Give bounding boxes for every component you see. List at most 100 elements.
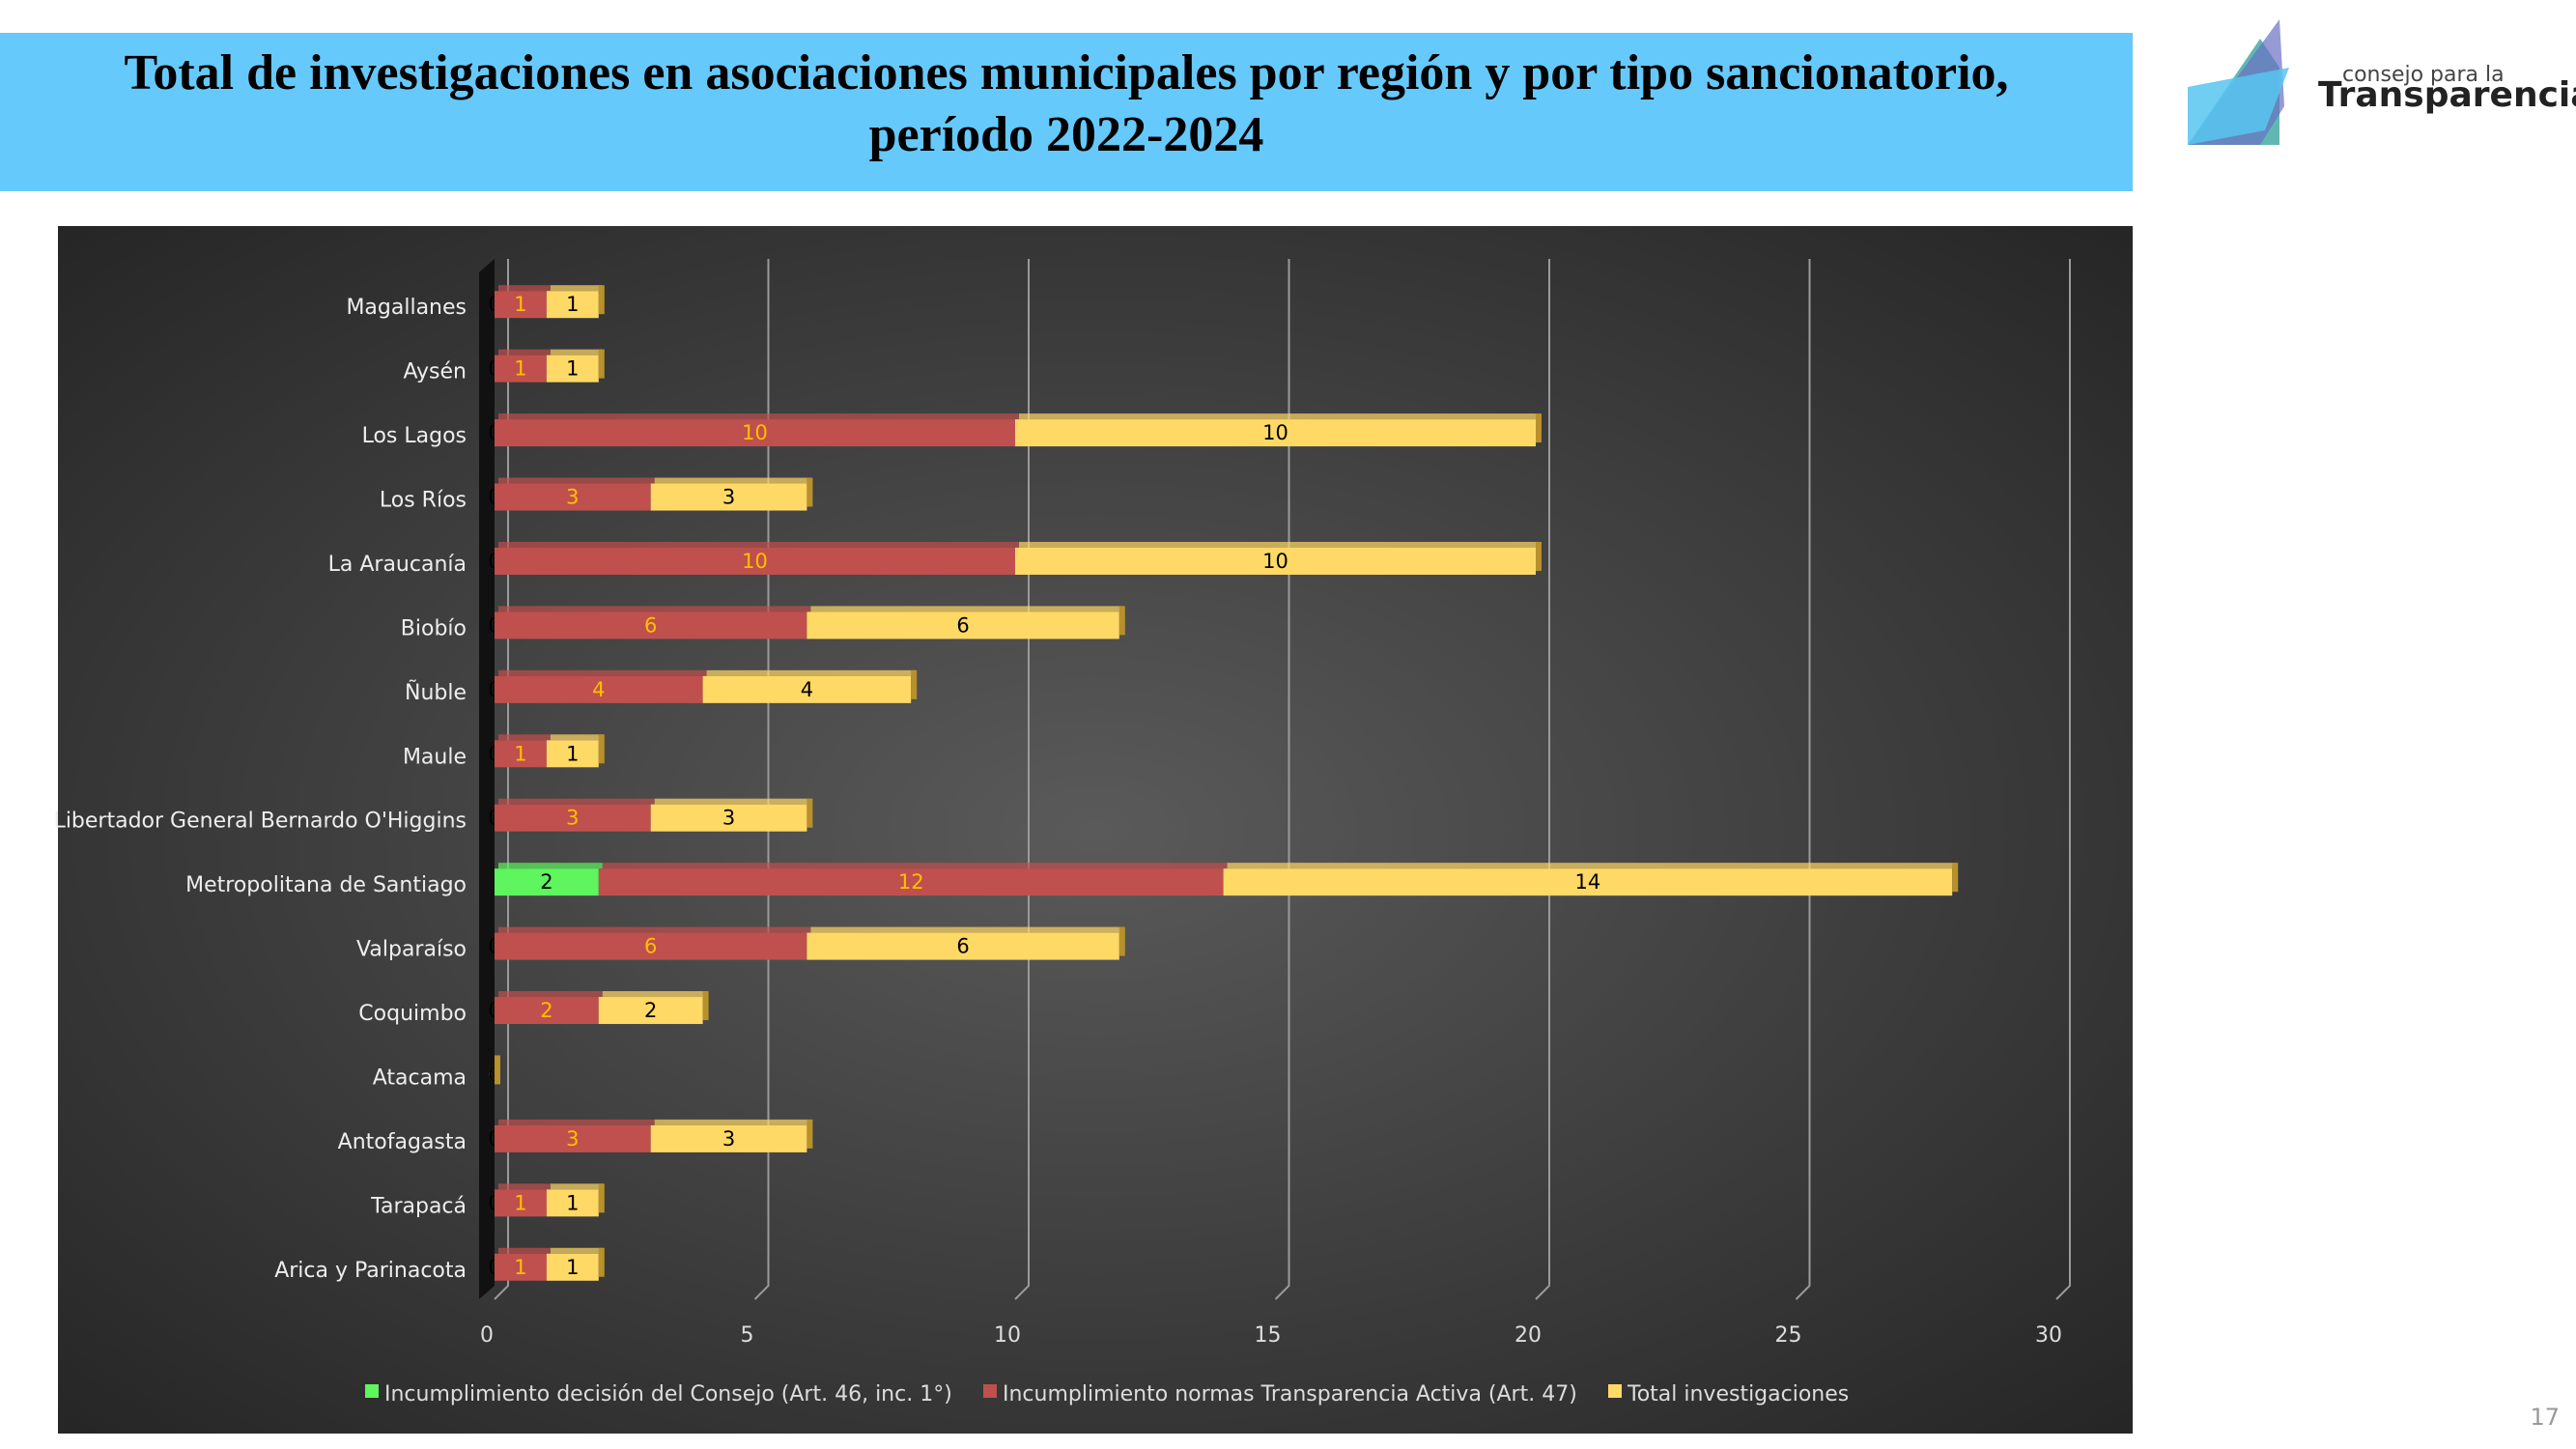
data-label: 3 [566,807,579,830]
bar-side [702,991,709,1021]
bar [495,997,599,1025]
grid-line [1014,259,1030,1300]
grid-line [494,259,509,1300]
grid-line [1535,259,1550,1300]
bar [495,355,547,383]
data-label: 1 [514,742,526,765]
bar-top [550,285,603,292]
bar-top [550,1183,603,1190]
bar-top [602,991,707,998]
grid-line [1795,259,1811,1300]
bar [495,547,1015,575]
bar [807,932,1119,960]
x-tick-label: 5 [741,1323,754,1348]
bar-side [807,1119,813,1149]
bar-top [810,926,1123,933]
bar [1015,419,1536,447]
bar-top [498,1183,551,1190]
bar-top [498,734,551,741]
data-label: 3 [566,1127,579,1151]
bar [650,1124,807,1152]
data-label: 1 [566,1191,579,1214]
bar-top [1227,863,1957,869]
data-label: 2 [540,870,552,894]
bar [702,675,912,703]
bar-top [706,669,916,676]
y-tick-label: Libertador General Bernardo O'Higgins [54,810,467,834]
bar-side [1536,541,1542,571]
legend-label: Total investigaciones [1627,1382,1849,1406]
data-label: 10 [1262,421,1288,444]
bar-top [498,349,551,355]
bar-side [807,477,813,507]
bar [546,1253,599,1281]
bar [546,355,599,383]
bar-top [550,349,603,355]
bar-top [654,798,811,805]
bar-side [1118,606,1125,636]
bar [495,1189,547,1217]
y-tick-label: Ñuble [405,679,467,705]
bar [1223,868,1953,896]
data-label: 2 [540,999,552,1022]
bar-side [598,349,605,379]
x-tick-label: 30 [2035,1323,2062,1348]
bar [546,1189,599,1217]
data-label: 6 [644,935,657,958]
bar-top [498,541,1019,548]
bar [495,611,807,639]
y-tick-label: Aysén [403,360,467,384]
data-label: 3 [722,1127,735,1151]
bar-top [810,606,1123,612]
data-label: 2 [644,999,657,1022]
data-label: 6 [644,613,657,637]
y-tick-label: Metropolitana de Santiago [185,873,467,897]
y-tick-label: Maule [403,745,467,769]
data-label: 3 [722,807,735,830]
logo-big: Transparencia [2318,75,2576,115]
bar [495,1253,547,1281]
data-label: 6 [956,935,969,958]
bar-top [498,1119,655,1125]
logo: consejo para la Transparencia [2188,19,2576,145]
logo-small: consejo para la [2342,63,2505,87]
legend-label: Incumplimiento normas Transparencia Acti… [1003,1382,1577,1406]
bar-top [550,734,603,741]
x-tick-label: 0 [480,1323,494,1348]
bar-side [1952,863,1959,893]
data-label: 6 [956,613,969,637]
bar [495,419,1015,447]
y-tick-label: Los Ríos [380,489,467,513]
y-tick-label: Atacama [373,1065,467,1090]
bar-top [498,669,707,676]
legend-swatch [983,1384,997,1398]
x-tick-label: 20 [1514,1323,1542,1348]
bar [807,611,1119,639]
bar-top [498,798,655,805]
bar-top [498,285,551,292]
bar-top [498,413,1019,420]
grid-line [753,259,770,1300]
chart-title: Total de investigaciones en asociaciones… [124,45,2009,162]
data-label: 10 [1262,550,1288,573]
bar [495,740,547,768]
page-number: 17 [2530,1404,2560,1431]
bar [495,291,547,319]
legend-label: Incumplimiento decisión del Consejo (Art… [384,1382,952,1406]
bar [598,997,703,1025]
bar-side [1536,413,1542,443]
bar [650,804,807,832]
bar-side [598,734,605,764]
data-label: 10 [742,550,768,573]
bar [1015,547,1536,575]
bar [495,868,599,896]
y-tick-label: Arica y Parinacota [274,1259,467,1283]
data-label: 3 [566,486,579,509]
title-band [0,33,2133,191]
data-label: 1 [514,1256,526,1279]
y-tick-label: Tarapacá [370,1194,467,1218]
data-label: 1 [514,293,526,316]
axis-wall [479,259,495,1299]
bar-top [654,1119,811,1125]
